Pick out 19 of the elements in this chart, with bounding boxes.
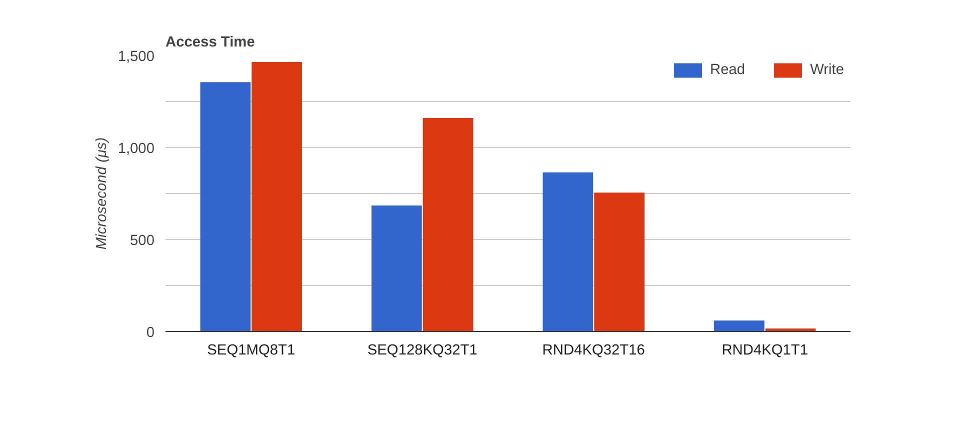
bar [594, 192, 644, 332]
bar [422, 118, 474, 332]
bar [714, 320, 764, 332]
x-tick-label: SEQ1MQ8T1 [207, 342, 296, 358]
y-tick-label: 0 [146, 325, 155, 341]
y-axis-title: Microsecond (μs) [94, 137, 110, 250]
x-tick-label: RND4KQ1T1 [722, 342, 808, 358]
bar [200, 82, 251, 332]
legend-label: Read [710, 62, 746, 78]
chart-title: Access Time [166, 34, 255, 50]
y-tick-label: 1,500 [118, 49, 155, 65]
bar [542, 172, 594, 332]
legend-label: Write [810, 62, 844, 78]
bar [252, 62, 302, 332]
y-tick-label: 500 [130, 233, 155, 249]
y-tick-label: 1,000 [118, 141, 155, 157]
x-tick-label: RND4KQ32T16 [542, 342, 645, 358]
x-tick-label: SEQ128KQ32T1 [367, 342, 478, 358]
bar [372, 205, 422, 332]
